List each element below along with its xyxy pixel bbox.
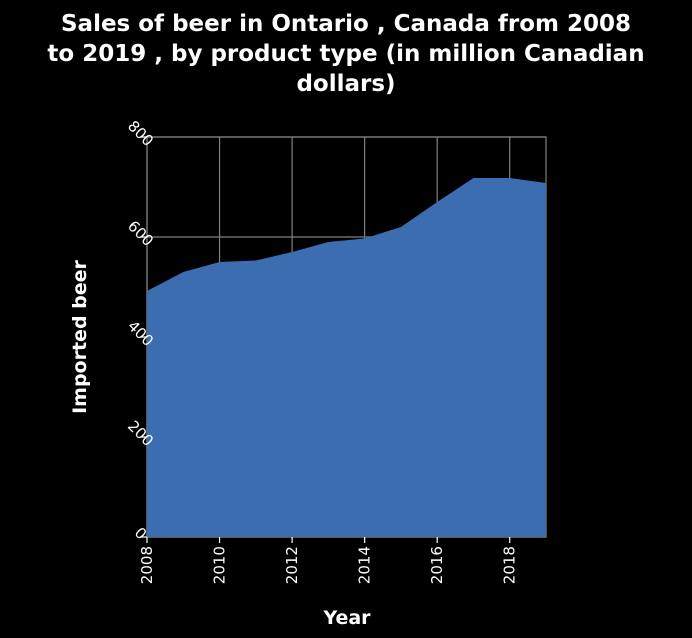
x-tick-label: 2012 (283, 546, 301, 584)
area-series (147, 178, 546, 537)
title-line-1: Sales of beer in Ontario , Canada from 2… (61, 11, 631, 37)
x-tick-label: 2010 (211, 546, 229, 584)
title-line-3: dollars) (296, 71, 395, 97)
x-tick-label: 2016 (428, 546, 446, 584)
title-line-2: to 2019 , by product type (in million Ca… (47, 41, 644, 67)
x-tick-label: 2014 (356, 546, 374, 584)
x-axis-label: Year (322, 607, 371, 629)
y-axis-label: Imported beer (69, 259, 91, 413)
x-tick-label: 2008 (138, 546, 156, 584)
x-tick-label: 2018 (501, 546, 519, 584)
chart-title: Sales of beer in Ontario , Canada from 2… (47, 11, 644, 97)
